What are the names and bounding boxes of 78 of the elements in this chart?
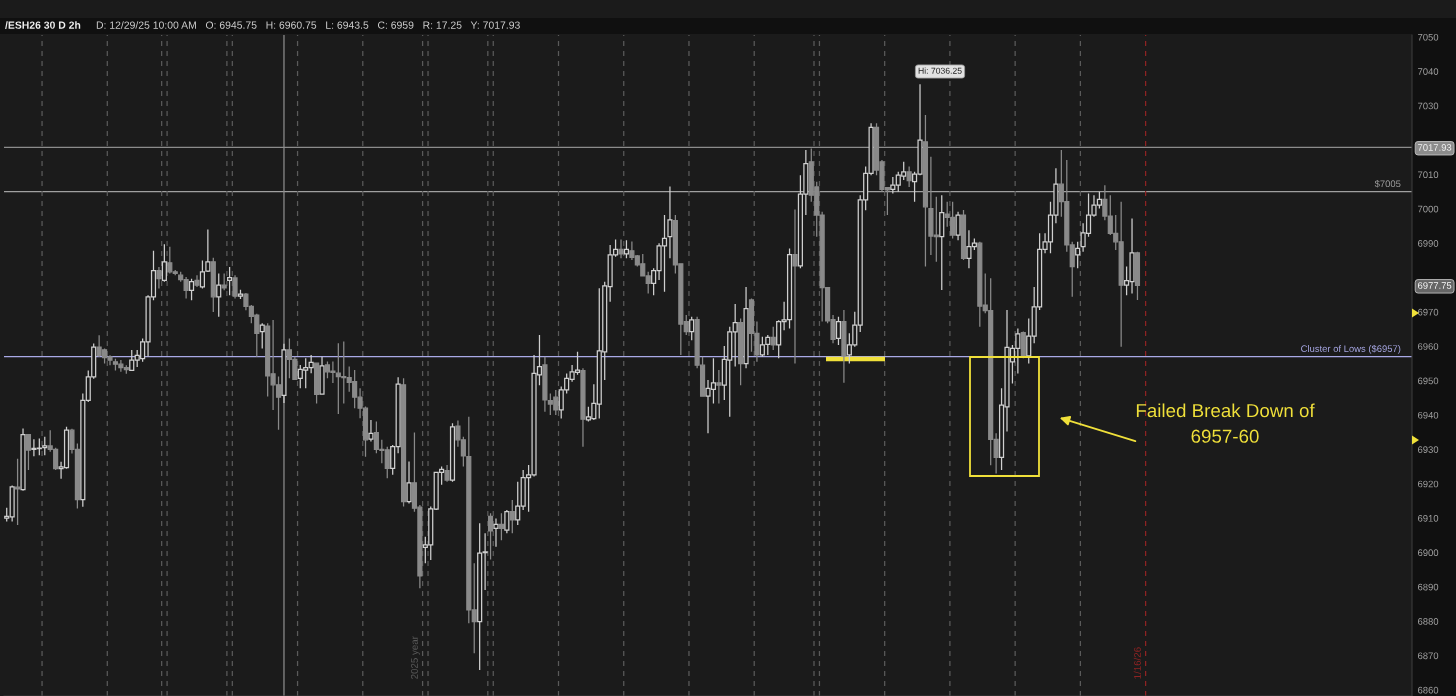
candlestick <box>227 266 233 296</box>
candlestick <box>20 427 26 492</box>
candlestick <box>487 512 494 561</box>
candlestick <box>400 377 407 508</box>
chart-subtitle: D: 12/29/25 10:00 AM O: 6945.75 H: 6960.75 L: 6943.5 C: 6959 R: 17.25 Y: 7017.93 <box>96 21 520 29</box>
candlestick <box>368 419 374 443</box>
y-tick-label: 6880 <box>1418 618 1439 625</box>
ref-line-label: $7005 <box>1374 179 1401 188</box>
candlestick <box>237 289 244 300</box>
y-tick-label: 7010 <box>1418 171 1439 179</box>
y-tick-label: 7050 <box>1418 33 1439 41</box>
y-tick-label: 7000 <box>1418 205 1439 213</box>
y-tick-label: 7040 <box>1418 68 1439 75</box>
candlestick <box>580 367 586 448</box>
candlestick <box>1134 251 1141 301</box>
y-tick-label: 6870 <box>1418 652 1439 660</box>
candlestick <box>25 433 32 471</box>
candlestick <box>716 369 722 405</box>
ref-line-label: Cluster of Lows ($6957) <box>1301 344 1401 354</box>
y-tick-label: 6970 <box>1418 308 1439 316</box>
candlestick <box>792 208 798 365</box>
candlestick <box>444 464 450 483</box>
candlestick <box>281 343 287 404</box>
y-tick-label: 6930 <box>1418 446 1439 453</box>
candlestick <box>667 185 673 259</box>
candlestick <box>906 165 912 188</box>
candlestick <box>259 322 265 350</box>
annotation: 1/16/26 <box>1133 647 1141 679</box>
candlestick <box>221 272 227 291</box>
candlestick <box>314 361 320 405</box>
candlestick <box>216 272 222 318</box>
candlestick <box>406 460 412 505</box>
candlestick <box>509 499 515 534</box>
y-tick-label: 6900 <box>1418 549 1439 557</box>
y-tick-label: 6950 <box>1418 377 1439 385</box>
y-tick-label: 6910 <box>1418 514 1439 522</box>
candlestick <box>1075 241 1081 269</box>
annotation: 2025 year <box>411 636 420 679</box>
y-tick-label: 6920 <box>1418 480 1439 488</box>
candlestick <box>232 274 238 300</box>
y-tick-label: 6860 <box>1418 686 1439 694</box>
y-tick-label: 6890 <box>1418 583 1439 591</box>
candlestick <box>210 257 216 313</box>
candlestick <box>112 358 119 372</box>
candlestick <box>482 532 488 591</box>
candlestick <box>504 509 510 534</box>
candlestick <box>835 316 842 346</box>
y-tick-label: 6977.75 <box>1418 282 1452 289</box>
candlestick <box>786 247 793 330</box>
candlestick <box>955 211 961 241</box>
candlestick <box>156 266 162 290</box>
y-tick-label: 6990 <box>1418 240 1439 247</box>
candlestick <box>618 238 624 259</box>
y-tick-label: 7017.93 <box>1418 144 1452 151</box>
candlestick <box>188 278 195 301</box>
candlestick <box>498 512 505 541</box>
y-tick-label: 6960 <box>1418 343 1439 350</box>
candlestick <box>449 422 456 483</box>
candlestick <box>770 326 776 351</box>
candlestick <box>161 243 167 283</box>
candlestick <box>738 317 744 386</box>
y-tick-label: 6940 <box>1418 411 1439 419</box>
candlestick <box>15 458 21 526</box>
candlestick <box>841 309 847 384</box>
candlestick <box>623 239 630 259</box>
candlestick <box>493 517 499 548</box>
chart-title: /ESH26 30 D 2h <box>5 21 81 29</box>
candlestick <box>477 522 483 671</box>
candlestick <box>960 209 967 261</box>
candlestick <box>743 286 749 369</box>
candlestick <box>689 316 695 341</box>
candlestick <box>939 194 945 291</box>
candlestick <box>1020 330 1026 359</box>
candlestick <box>319 356 325 396</box>
annotation: Failed Break Down of 6957-60 <box>1136 403 1315 443</box>
annotation: Hi: 7036.25 <box>918 67 962 74</box>
y-tick-label: 7030 <box>1418 102 1439 110</box>
candlestick <box>194 274 200 288</box>
